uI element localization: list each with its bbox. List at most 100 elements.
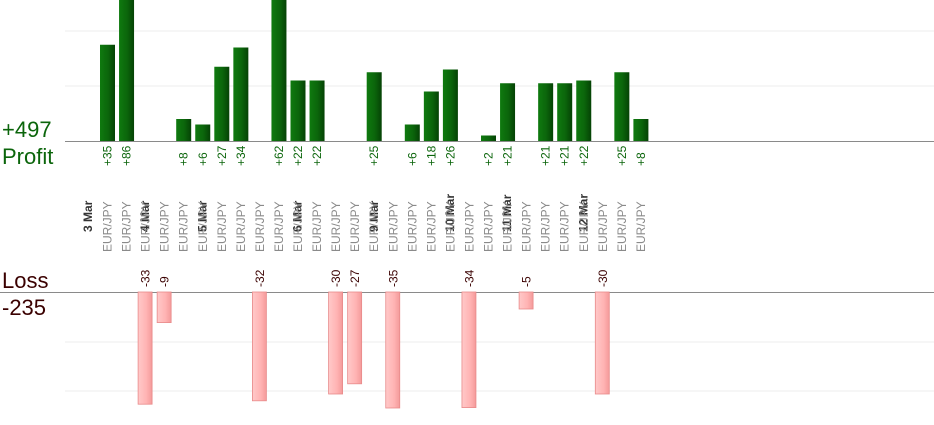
pair-label: EUR/JPY [329, 201, 343, 252]
profit-value-label: +22 [310, 145, 324, 166]
profit-value-label: +35 [101, 145, 115, 166]
profit-value-label: +22 [577, 145, 591, 166]
profit-value-label: +6 [196, 152, 210, 166]
profit-bar [557, 83, 573, 141]
pair-label: EUR/JPY [539, 201, 553, 252]
pair-label: EUR/JPY [482, 201, 496, 252]
loss-bar [461, 291, 477, 408]
profit-bar [538, 83, 554, 141]
pair-label: EUR/JPY [615, 201, 629, 252]
profit-bar [366, 72, 382, 141]
pair-label: EUR/JPY [443, 201, 457, 252]
profit-bar [309, 80, 325, 141]
loss-value-label: -34 [462, 269, 476, 287]
pair-label: EUR/JPY [367, 201, 381, 252]
day-label: 9 Mar [367, 200, 381, 232]
profit-bar [271, 0, 287, 141]
pair-label: EUR/JPY [596, 201, 610, 252]
profit-value-label: +22 [291, 145, 305, 166]
pair-label: EUR/JPY [291, 201, 305, 252]
pair-label: EUR/JPY [462, 201, 476, 252]
pair-label: EUR/JPY [558, 201, 572, 252]
day-label: 4 Mar [138, 200, 152, 232]
profit-value-label: +26 [443, 145, 457, 166]
pair-label: EUR/JPY [196, 201, 210, 252]
profit-value-label: +8 [634, 152, 648, 166]
loss-value-label: -30 [329, 269, 343, 287]
profit-bar [500, 83, 516, 141]
profit-bar [214, 66, 230, 141]
profit-bar [195, 124, 211, 141]
pair-label: EUR/JPY [634, 201, 648, 252]
day-label: 11 Mar [500, 194, 514, 232]
pair-label: EUR/JPY [120, 201, 134, 252]
pair-label: EUR/JPY [158, 201, 172, 252]
profit-axis-label: Profit [2, 144, 53, 169]
loss-bar [347, 291, 363, 385]
profit-value-label: +86 [120, 145, 134, 166]
loss-bar [251, 291, 267, 402]
profit-value-label: +21 [558, 145, 572, 166]
profit-value-label: +34 [234, 145, 248, 166]
loss-value-label: -9 [158, 276, 172, 287]
pair-label: EUR/JPY [577, 201, 591, 252]
profit-value-label: +27 [215, 145, 229, 166]
profit-bar [233, 47, 249, 141]
loss-axis-label: Loss [2, 268, 48, 293]
pair-label: EUR/JPY [253, 201, 267, 252]
day-label: 6 Mar [291, 200, 305, 232]
day-label: 10 Mar [443, 194, 457, 232]
profit-value-label: +8 [177, 152, 191, 166]
loss-value-label: -32 [253, 269, 267, 287]
loss-bar [518, 291, 534, 310]
pair-label: EUR/JPY [348, 201, 362, 252]
loss-value-label: -27 [348, 269, 362, 287]
loss-value-label: -33 [139, 269, 153, 287]
day-label: 12 Mar [576, 194, 590, 232]
loss-value-label: -35 [386, 269, 400, 287]
profit-bar [576, 80, 592, 141]
pair-label: EUR/JPY [501, 201, 515, 252]
pair-label: EUR/JPY [405, 201, 419, 252]
profit-value-label: +21 [501, 145, 515, 166]
profit-total-label: +497 [2, 117, 52, 142]
profit-bar [404, 124, 420, 141]
profit-bar [176, 119, 192, 141]
loss-bar [328, 291, 344, 395]
pair-label: EUR/JPY [310, 201, 324, 252]
pair-label: EUR/JPY [386, 201, 400, 252]
profit-bar [442, 69, 458, 141]
profit-value-label: +2 [482, 152, 496, 166]
pair-label: EUR/JPY [234, 201, 248, 252]
labels: 3 Mar 4 Mar 5 Mar 6 Mar 9 Mar 10 Mar 11 Mar 12 … [81, 145, 648, 287]
profit-value-label: +25 [615, 145, 629, 166]
profit-value-label: +62 [272, 145, 286, 166]
profit-bar [614, 72, 630, 141]
profit-value-label: +6 [405, 152, 419, 166]
loss-value-label: -5 [520, 276, 534, 287]
pair-label: EUR/JPY [272, 201, 286, 252]
profit-value-label: +18 [424, 145, 438, 166]
profit-bar [481, 135, 496, 141]
profit-bar [423, 91, 439, 141]
loss-bar [594, 291, 610, 395]
profit-value-label: +25 [367, 145, 381, 166]
pair-label: EUR/JPY [520, 201, 534, 252]
pair-label: EUR/JPY [177, 201, 191, 252]
pair-label: EUR/JPY [101, 201, 115, 252]
loss-bar [385, 291, 401, 409]
pair-label: EUR/JPY [139, 201, 153, 252]
profit-value-label: +21 [539, 145, 553, 166]
loss-bar [137, 291, 153, 405]
loss-total-label: -235 [2, 295, 46, 320]
profit-bar [290, 80, 306, 141]
profit-bar [119, 0, 135, 141]
bars [100, 0, 649, 409]
day-label: 5 Mar [195, 200, 209, 232]
profit-bar [100, 44, 115, 141]
profit-bar [633, 119, 649, 141]
day-label: 3 Mar [81, 200, 95, 232]
pair-label: EUR/JPY [424, 201, 438, 252]
